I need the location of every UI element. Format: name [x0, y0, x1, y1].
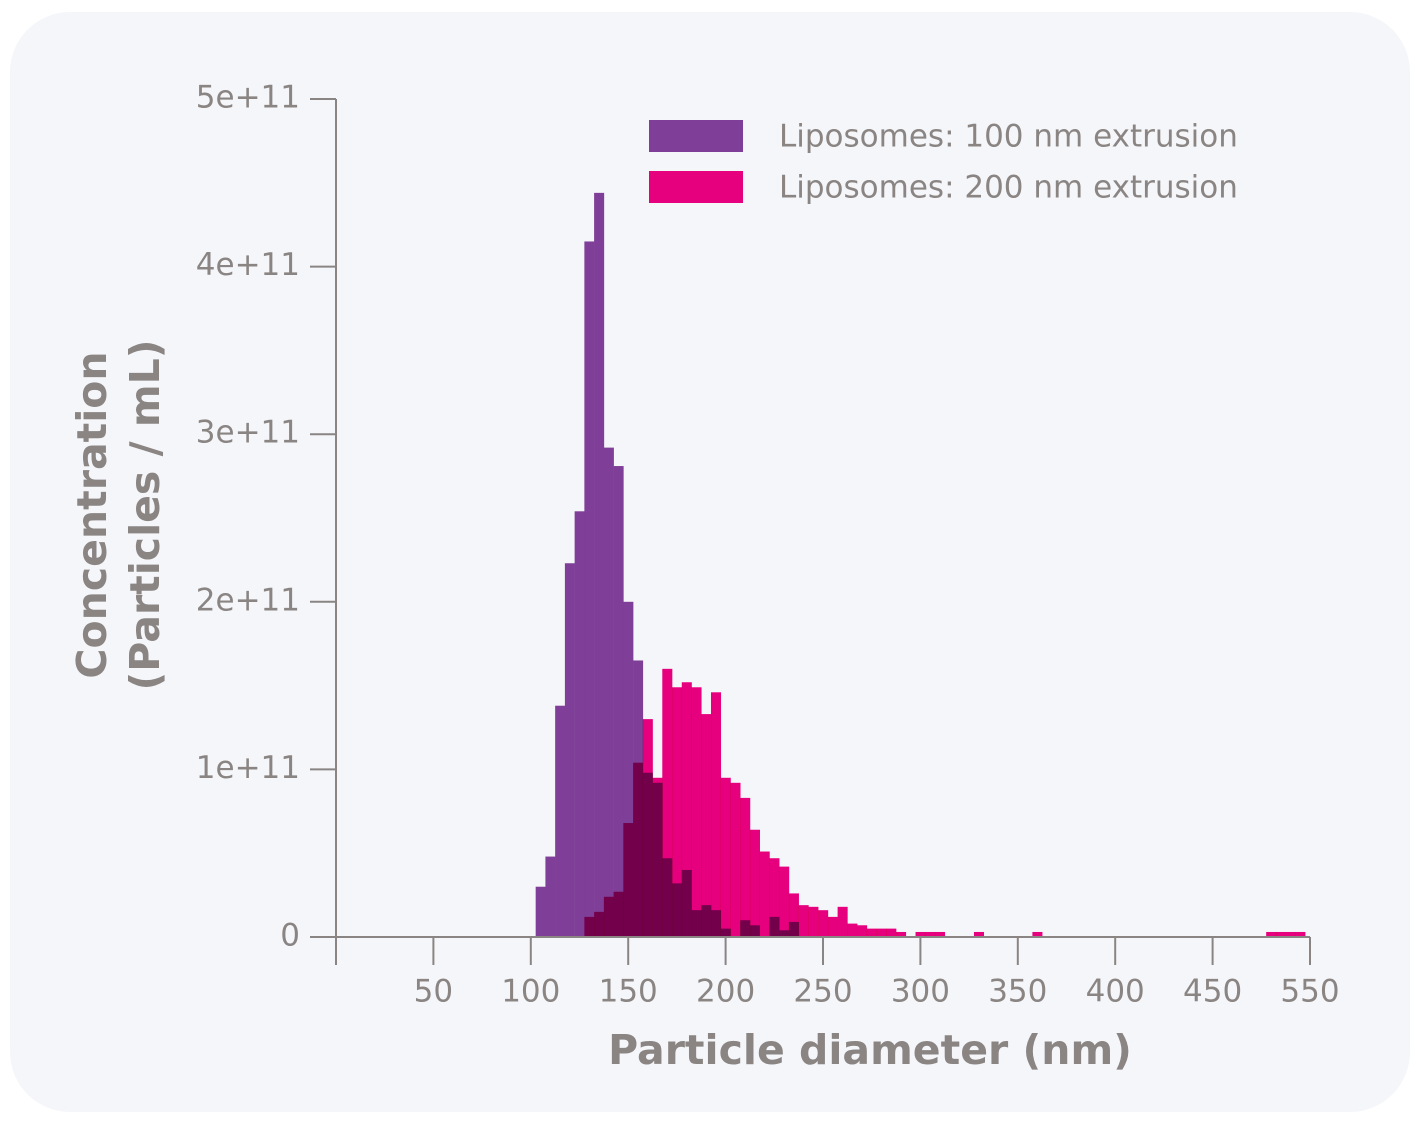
legend-label: Liposomes: 100 nm extrusion	[779, 119, 1238, 155]
bar	[973, 931, 985, 937]
bar	[701, 714, 712, 937]
bar	[1295, 931, 1306, 937]
bar	[710, 692, 722, 937]
bar	[603, 447, 614, 937]
bar	[925, 931, 936, 937]
bar	[808, 906, 819, 937]
bar	[915, 931, 926, 937]
y-tick-label: 3e+11	[196, 415, 300, 451]
bar	[594, 911, 605, 937]
y-axis-title: Concentration (Particles / mL)	[68, 340, 169, 691]
x-tick-label: 350	[988, 974, 1047, 1010]
bar	[545, 856, 556, 937]
y-tick-label: 1e+11	[196, 750, 300, 786]
bar	[613, 891, 624, 937]
bar	[866, 928, 877, 937]
y-tick-label: 5e+11	[196, 80, 300, 116]
x-tick-label: 50	[414, 974, 453, 1010]
y-axis-title-line: (Particles / mL)	[121, 340, 169, 691]
bar	[662, 668, 673, 937]
bar	[935, 931, 946, 937]
bar	[730, 782, 741, 937]
bar	[613, 466, 624, 937]
bar	[584, 241, 595, 937]
legend-label: Liposomes: 200 nm extrusion	[779, 170, 1238, 206]
bar	[769, 858, 780, 937]
bar	[691, 687, 702, 937]
x-tick-label: 200	[696, 974, 755, 1010]
bar	[574, 511, 585, 937]
bars	[535, 192, 1306, 937]
bar	[847, 923, 858, 937]
bar	[564, 563, 575, 937]
bar	[1285, 931, 1296, 937]
bar	[681, 682, 692, 937]
bar	[818, 910, 829, 937]
x-axis-title: Particle diameter (nm)	[608, 1026, 1132, 1074]
x-tick-label: 550	[1280, 974, 1339, 1010]
x-tick-label: 400	[1086, 974, 1145, 1010]
y-tick-label: 0	[280, 918, 300, 954]
bar	[642, 719, 653, 937]
y-tick-label: 4e+11	[196, 247, 300, 283]
y-tick-label: 2e+11	[196, 582, 300, 618]
bar	[1275, 931, 1286, 937]
x-tick-label: 450	[1183, 974, 1242, 1010]
bar	[594, 192, 605, 937]
bar	[720, 777, 731, 937]
bar	[886, 928, 897, 937]
bar	[759, 851, 770, 937]
panel	[10, 12, 1410, 1112]
bar	[857, 925, 868, 937]
x-tick-label: 250	[793, 974, 852, 1010]
legend-swatch	[649, 171, 743, 203]
y-axis-title-line: Concentration	[68, 351, 116, 678]
bar	[779, 866, 790, 937]
x-tick-label: 300	[891, 974, 950, 1010]
bar	[798, 905, 809, 937]
bar	[837, 906, 848, 937]
bar	[896, 931, 907, 937]
bar	[652, 777, 663, 937]
bar	[740, 797, 751, 937]
bar	[623, 601, 634, 937]
bar	[1032, 931, 1043, 937]
bar	[1266, 931, 1277, 937]
bar	[623, 823, 634, 937]
bar	[876, 928, 887, 937]
bar	[788, 893, 799, 937]
bar	[555, 705, 566, 937]
x-tick-label: 100	[501, 974, 560, 1010]
legend-swatch	[649, 120, 743, 152]
bar	[633, 762, 644, 937]
bar	[535, 886, 546, 937]
bar	[584, 916, 595, 937]
bar	[603, 896, 614, 937]
x-tick-label: 150	[599, 974, 658, 1010]
bar	[749, 829, 760, 937]
bar	[672, 687, 683, 937]
bar	[827, 916, 838, 937]
